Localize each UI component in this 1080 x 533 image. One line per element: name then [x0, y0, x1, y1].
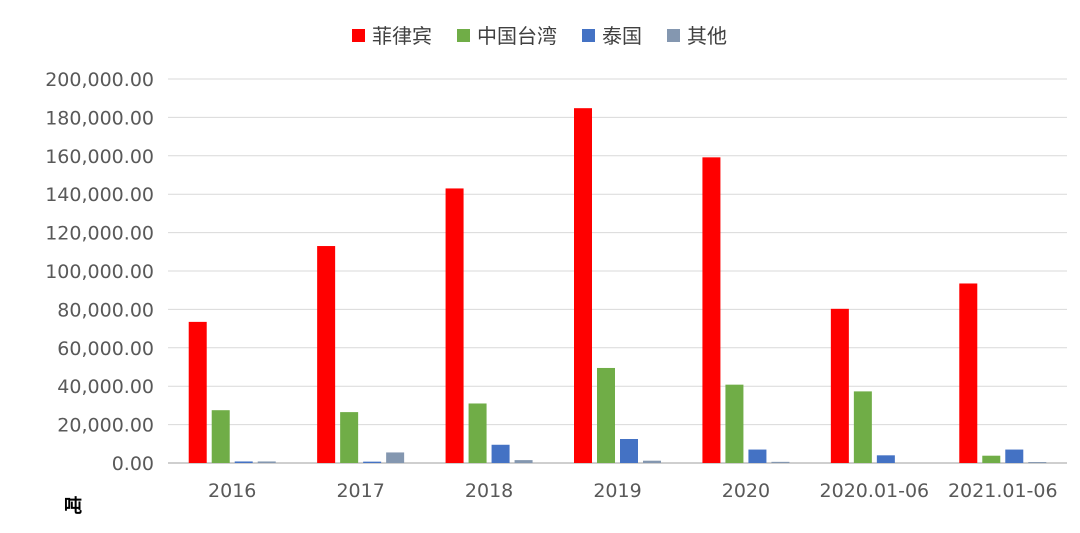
y-tick-label: 180,000.00: [45, 107, 154, 129]
bar: [234, 461, 253, 463]
legend-swatch: [582, 29, 595, 42]
x-tick-label: 2020: [722, 480, 770, 502]
bar: [211, 410, 230, 463]
legend-swatch: [667, 29, 680, 42]
bar: [317, 246, 336, 463]
x-tick-label: 2021.01-06: [948, 480, 1058, 502]
bar: [959, 283, 978, 463]
bar: [597, 367, 615, 463]
y-gridlines: [168, 78, 1067, 464]
x-axis-tick-labels: 2016 2017 2018 2019 2020 2020.01-06 2021.01-06: [208, 480, 1058, 502]
x-tick-label: 2020.01-06: [820, 480, 930, 502]
bar: [702, 157, 721, 463]
y-tick-label: 60,000.00: [57, 338, 154, 360]
y-tick-label: 100,000.00: [45, 261, 154, 283]
x-tick-label: 2017: [336, 480, 384, 502]
y-axis-unit-label: 吨: [64, 495, 82, 517]
chart-legend: 菲律宾 中国台湾 泰国 其他: [352, 24, 727, 48]
y-tick-label: 20,000.00: [57, 415, 154, 437]
bar: [643, 460, 661, 463]
bar: [514, 460, 533, 463]
legend-label: 泰国: [602, 24, 642, 48]
bar: [725, 384, 744, 463]
bar: [1028, 462, 1047, 464]
y-tick-label: 80,000.00: [57, 299, 154, 321]
x-tick-label: 2018: [465, 480, 513, 502]
bar: [771, 461, 790, 463]
legend-swatch: [352, 29, 365, 42]
legend-label: 菲律宾: [372, 24, 432, 48]
x-tick-label: 2019: [593, 480, 641, 502]
bar: [748, 449, 767, 463]
bar: [468, 403, 487, 463]
y-axis-tick-labels: 0.00 20,000.00 40,000.00 60,000.00 80,000.00…: [45, 69, 154, 475]
bar: [982, 455, 1001, 463]
x-tick-label: 2016: [208, 480, 256, 502]
legend-swatch: [457, 29, 470, 42]
legend-label: 中国台湾: [477, 24, 557, 48]
y-tick-label: 200,000.00: [45, 69, 154, 91]
bar: [445, 188, 464, 463]
bar: [876, 455, 895, 463]
bar: [620, 439, 638, 463]
bar: [257, 461, 276, 463]
bar: [340, 412, 359, 463]
bar: [188, 321, 207, 463]
legend-label: 其他: [687, 24, 727, 48]
bar: [386, 452, 405, 463]
y-tick-label: 40,000.00: [57, 376, 154, 398]
bar: [491, 444, 510, 463]
bar: [363, 461, 382, 463]
y-tick-label: 0.00: [112, 453, 154, 475]
bar: [830, 308, 849, 463]
y-tick-label: 140,000.00: [45, 184, 154, 206]
bar: [853, 391, 872, 463]
bar-series: [188, 108, 1047, 464]
bar: [574, 108, 592, 464]
bar: [1005, 449, 1024, 463]
y-tick-label: 160,000.00: [45, 146, 154, 168]
y-tick-label: 120,000.00: [45, 223, 154, 245]
